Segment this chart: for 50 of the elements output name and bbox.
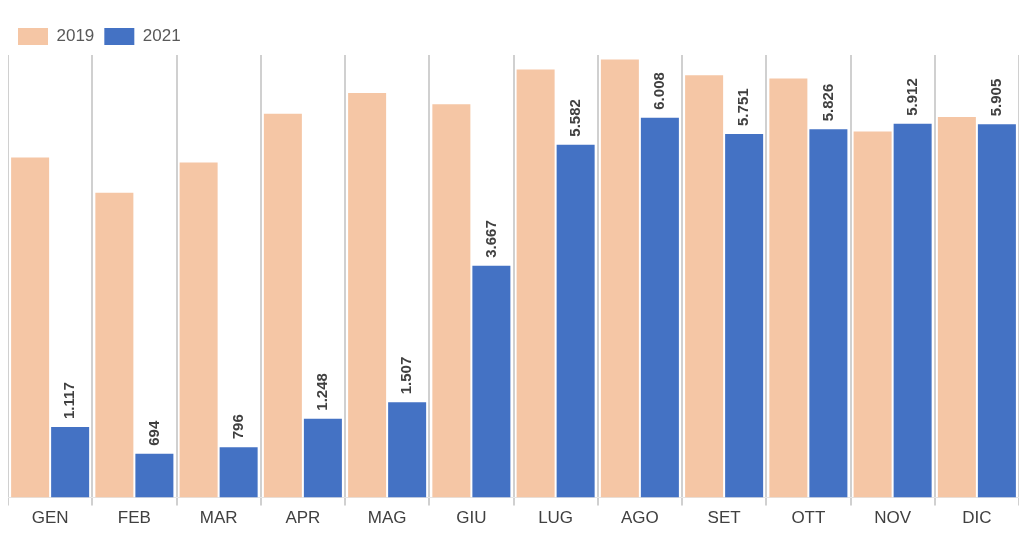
bar xyxy=(179,162,218,498)
x-tick-label: LUG xyxy=(538,508,574,528)
bar xyxy=(95,192,134,498)
bar xyxy=(388,402,427,498)
data-label: 5.905 xyxy=(987,78,1005,117)
data-label: 694 xyxy=(144,420,162,446)
bar xyxy=(432,104,471,498)
bar xyxy=(516,69,555,498)
data-label: 6.008 xyxy=(650,72,668,110)
bar xyxy=(472,265,511,498)
bar xyxy=(556,144,595,498)
x-tick-label: NOV xyxy=(874,508,912,528)
bar xyxy=(640,117,679,498)
bar xyxy=(263,113,302,498)
bar xyxy=(303,418,342,498)
data-label: 1.248 xyxy=(313,373,331,411)
bar xyxy=(853,131,892,498)
bar xyxy=(11,157,50,498)
data-label: 5.912 xyxy=(902,78,920,116)
x-tick-label: FEB xyxy=(117,508,151,528)
bar xyxy=(51,426,90,498)
x-tick-label: MAG xyxy=(367,508,407,528)
data-label: 3.667 xyxy=(481,220,499,258)
bar xyxy=(769,78,808,498)
bar xyxy=(937,116,976,498)
bar xyxy=(135,453,174,498)
data-label: 1.117 xyxy=(60,382,78,419)
data-label: 1.507 xyxy=(397,356,415,395)
bar xyxy=(725,133,764,498)
x-tick-label: GIU xyxy=(456,508,487,528)
x-tick-label: SET xyxy=(707,508,741,528)
legend-label: 2021 xyxy=(142,26,181,46)
bar xyxy=(600,59,639,498)
bar xyxy=(977,124,1016,498)
bar xyxy=(348,92,387,498)
data-label: 5.751 xyxy=(734,88,752,126)
x-tick-label: GEN xyxy=(31,508,69,528)
x-tick-label: DIC xyxy=(962,508,992,528)
data-label: 5.826 xyxy=(818,83,836,122)
bar xyxy=(685,75,724,498)
x-tick-label: MAR xyxy=(199,508,238,528)
bar xyxy=(809,129,848,498)
legend-label: 2019 xyxy=(56,26,95,46)
x-tick-label: OTT xyxy=(791,508,826,528)
bar xyxy=(219,447,258,498)
x-tick-label: AGO xyxy=(620,508,659,528)
x-tick-label: APR xyxy=(285,508,321,528)
bar xyxy=(893,123,932,498)
data-label: 796 xyxy=(228,414,246,440)
data-label: 5.582 xyxy=(565,99,583,137)
